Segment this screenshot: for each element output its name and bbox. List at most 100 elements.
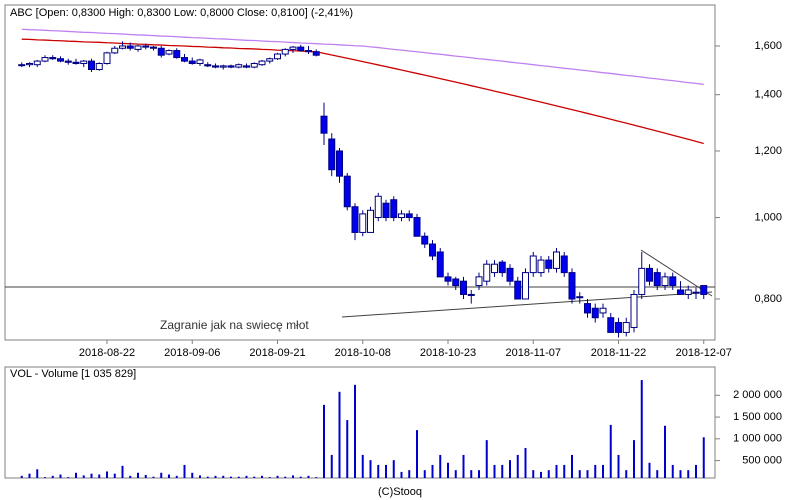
candle-body bbox=[49, 57, 57, 60]
candle-body bbox=[351, 206, 359, 233]
volume-bar bbox=[625, 470, 628, 478]
candle-body bbox=[607, 317, 615, 333]
volume-bar bbox=[470, 470, 473, 478]
candle-body bbox=[305, 50, 312, 53]
candle-body bbox=[258, 60, 266, 66]
volume-bar bbox=[253, 476, 256, 478]
volume-bar bbox=[121, 465, 124, 478]
volume-bar bbox=[361, 454, 364, 478]
volume-bar bbox=[571, 454, 573, 478]
candle-body bbox=[653, 272, 661, 287]
candle-body bbox=[250, 62, 258, 68]
candle-body bbox=[243, 65, 250, 68]
volume-bar bbox=[330, 454, 333, 478]
candle-body bbox=[452, 278, 460, 287]
x-tick-label: 2018-10-23 bbox=[420, 347, 476, 359]
candle-body bbox=[630, 293, 638, 328]
candle-body bbox=[289, 46, 297, 50]
volume-bar bbox=[51, 475, 54, 478]
volume-bar bbox=[400, 471, 403, 478]
candle-body bbox=[429, 243, 436, 257]
candle-body bbox=[483, 263, 491, 282]
volume-bar bbox=[230, 476, 232, 478]
candle-body bbox=[173, 50, 181, 59]
x-tick-label: 2018-12-07 bbox=[676, 347, 732, 359]
candle-body bbox=[157, 47, 165, 56]
candle-body bbox=[111, 47, 119, 54]
volume-bar bbox=[175, 475, 178, 478]
volume-bar bbox=[199, 475, 201, 478]
candle-body bbox=[204, 64, 212, 67]
volume-bar bbox=[82, 475, 85, 478]
candle-body bbox=[436, 251, 444, 278]
candle-body bbox=[700, 285, 708, 295]
candle-body bbox=[328, 138, 336, 171]
x-tick-label: 2018-11-07 bbox=[506, 347, 561, 359]
volume-bar bbox=[75, 472, 77, 478]
moving-average bbox=[21, 28, 704, 86]
volume-bar bbox=[609, 424, 612, 478]
y-tick-label: 1,400 bbox=[754, 89, 782, 101]
x-tick-label: 2018-09-21 bbox=[249, 347, 305, 359]
y-tick-label: 0,800 bbox=[754, 293, 782, 305]
moving-average bbox=[21, 38, 704, 145]
volume-bar bbox=[671, 464, 674, 478]
candle-body bbox=[421, 235, 429, 245]
candle-body bbox=[669, 276, 677, 287]
candle-body bbox=[320, 115, 328, 134]
candle-body bbox=[514, 280, 522, 300]
volume-bar bbox=[129, 475, 132, 478]
candle-body bbox=[281, 48, 289, 55]
candle-body bbox=[18, 64, 26, 67]
candle-body bbox=[64, 60, 72, 63]
volume-bar bbox=[563, 464, 566, 478]
volume-bar bbox=[144, 474, 147, 478]
candle-body bbox=[405, 213, 413, 219]
volume-bar bbox=[268, 477, 271, 478]
candle-body bbox=[88, 60, 95, 71]
volume-bar bbox=[168, 474, 170, 478]
volume-bar bbox=[509, 460, 511, 478]
volume-title: VOL - Volume [1 035 829] bbox=[10, 368, 136, 380]
volume-bar bbox=[36, 469, 39, 478]
volume-bar bbox=[439, 454, 442, 478]
volume-bar bbox=[702, 437, 705, 478]
candle-body bbox=[367, 209, 374, 233]
y-tick-label: 2 000 000 bbox=[733, 389, 782, 401]
candle-body bbox=[235, 64, 243, 68]
candle-body bbox=[80, 60, 88, 64]
x-tick-label: 2018-10-08 bbox=[335, 347, 391, 359]
candle-body bbox=[475, 276, 483, 287]
volume-bar bbox=[664, 425, 666, 478]
candle-body bbox=[553, 251, 560, 269]
volume-bar bbox=[323, 404, 325, 478]
volume-bar bbox=[292, 475, 294, 478]
volume-bar bbox=[106, 471, 108, 478]
volume-bar bbox=[385, 464, 387, 478]
volume-bar bbox=[656, 470, 659, 478]
candle-body bbox=[212, 65, 219, 68]
volume-bar bbox=[478, 470, 480, 478]
volume-bar bbox=[547, 470, 550, 478]
candle-body bbox=[692, 291, 700, 294]
candle-body bbox=[297, 46, 305, 52]
candle-body bbox=[677, 289, 684, 295]
volume-bar bbox=[191, 472, 194, 478]
volume-bar bbox=[594, 464, 597, 478]
volume-bar bbox=[307, 475, 310, 478]
volume-bar bbox=[392, 460, 395, 478]
volume-bar bbox=[160, 472, 163, 478]
candle-body bbox=[274, 53, 281, 60]
candle-body bbox=[529, 255, 537, 274]
candle-body bbox=[95, 62, 103, 71]
candle-body bbox=[33, 60, 41, 66]
candle-body bbox=[460, 280, 467, 295]
candle-body bbox=[591, 307, 599, 319]
candle-body bbox=[560, 255, 568, 274]
candle-body bbox=[646, 267, 653, 282]
volume-bar bbox=[431, 464, 434, 478]
y-tick-label: 1,600 bbox=[754, 40, 782, 52]
candle-body bbox=[72, 61, 80, 64]
candle-body bbox=[142, 45, 150, 48]
